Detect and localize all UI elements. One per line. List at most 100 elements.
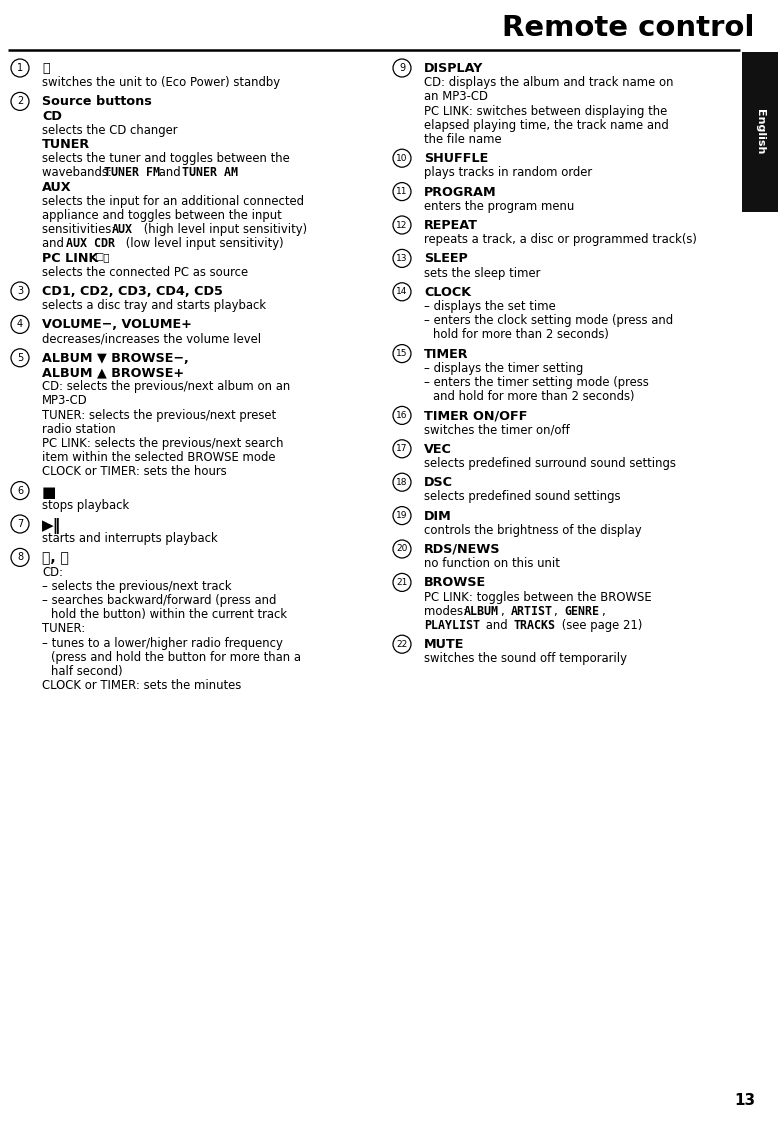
Text: CD: selects the previous/next album on an: CD: selects the previous/next album on a…	[42, 380, 290, 394]
Text: PC LINK: switches between displaying the: PC LINK: switches between displaying the	[424, 105, 668, 118]
Text: selects the tuner and toggles between the: selects the tuner and toggles between th…	[42, 152, 289, 165]
Text: item within the selected BROWSE mode: item within the selected BROWSE mode	[42, 451, 275, 465]
Text: AUX: AUX	[112, 223, 133, 236]
Text: ⏻: ⏻	[42, 62, 50, 75]
Text: – enters the clock setting mode (press and: – enters the clock setting mode (press a…	[424, 314, 673, 327]
Text: (low level input sensitivity): (low level input sensitivity)	[122, 237, 284, 251]
Text: VEC: VEC	[424, 443, 452, 456]
Text: CLOCK: CLOCK	[424, 286, 471, 299]
Text: switches the unit to (Eco Power) standby: switches the unit to (Eco Power) standby	[42, 76, 280, 89]
Text: English: English	[755, 109, 765, 154]
Text: no function on this unit: no function on this unit	[424, 557, 560, 570]
Text: enters the program menu: enters the program menu	[424, 200, 574, 213]
Text: 4: 4	[17, 319, 23, 330]
Text: – searches backward/forward (press and: – searches backward/forward (press and	[42, 594, 276, 608]
Text: hold for more than 2 seconds): hold for more than 2 seconds)	[433, 328, 609, 341]
Text: ⏮, ⏭: ⏮, ⏭	[42, 551, 69, 566]
Text: hold the button) within the current track: hold the button) within the current trac…	[51, 609, 287, 621]
Text: 18: 18	[396, 478, 408, 487]
Text: PC LINK: selects the previous/next search: PC LINK: selects the previous/next searc…	[42, 436, 283, 450]
Text: PC LINK: PC LINK	[42, 252, 98, 264]
Text: BROWSE: BROWSE	[424, 576, 486, 590]
Text: selects predefined surround sound settings: selects predefined surround sound settin…	[424, 457, 676, 470]
Text: ☐⧖: ☐⧖	[94, 253, 110, 263]
Text: and: and	[482, 619, 511, 632]
Text: 6: 6	[17, 486, 23, 496]
Text: ,: ,	[554, 605, 562, 618]
Text: radio station: radio station	[42, 423, 116, 435]
Text: SHUFFLE: SHUFFLE	[424, 152, 489, 165]
Text: 8: 8	[17, 552, 23, 562]
Text: CD1, CD2, CD3, CD4, CD5: CD1, CD2, CD3, CD4, CD5	[42, 285, 223, 298]
Text: 19: 19	[396, 511, 408, 520]
Text: VOLUME−, VOLUME+: VOLUME−, VOLUME+	[42, 318, 192, 332]
Text: (press and hold the button for more than a: (press and hold the button for more than…	[51, 650, 301, 664]
Text: Remote control: Remote control	[503, 14, 755, 42]
Text: ALBUM ▼ BROWSE−,: ALBUM ▼ BROWSE−,	[42, 352, 189, 364]
Text: controls the brightness of the display: controls the brightness of the display	[424, 524, 642, 537]
Text: the file name: the file name	[424, 133, 502, 146]
Text: (high level input sensitivity): (high level input sensitivity)	[140, 223, 307, 236]
Text: 9: 9	[399, 63, 405, 73]
Text: switches the sound off temporarily: switches the sound off temporarily	[424, 652, 627, 665]
Text: (see page 21): (see page 21)	[558, 619, 643, 632]
Text: – displays the timer setting: – displays the timer setting	[424, 362, 584, 375]
Text: an MP3-CD: an MP3-CD	[424, 90, 488, 104]
Text: TUNER: selects the previous/next preset: TUNER: selects the previous/next preset	[42, 408, 276, 422]
Text: 17: 17	[396, 444, 408, 453]
Text: ,: ,	[601, 605, 605, 618]
Text: CD:: CD:	[42, 566, 63, 578]
Text: switches the timer on/off: switches the timer on/off	[424, 424, 569, 436]
Text: 11: 11	[396, 187, 408, 196]
Text: PLAYLIST: PLAYLIST	[424, 619, 480, 632]
Text: – tunes to a lower/higher radio frequency: – tunes to a lower/higher radio frequenc…	[42, 637, 283, 649]
Text: 13: 13	[396, 254, 408, 263]
Text: appliance and toggles between the input: appliance and toggles between the input	[42, 209, 282, 222]
Text: 5: 5	[17, 353, 23, 362]
Text: 12: 12	[396, 220, 408, 229]
Text: 10: 10	[396, 154, 408, 163]
Text: DIM: DIM	[424, 510, 452, 523]
Text: CLOCK or TIMER: sets the minutes: CLOCK or TIMER: sets the minutes	[42, 680, 241, 692]
Text: elapsed playing time, the track name and: elapsed playing time, the track name and	[424, 119, 669, 132]
Text: – selects the previous/next track: – selects the previous/next track	[42, 579, 232, 593]
Text: TUNER:: TUNER:	[42, 622, 86, 636]
Text: stops playback: stops playback	[42, 498, 129, 512]
Text: wavebands:: wavebands:	[42, 166, 116, 179]
Text: 14: 14	[396, 287, 408, 296]
Text: CD: displays the album and track name on: CD: displays the album and track name on	[424, 76, 674, 89]
Text: TIMER: TIMER	[424, 348, 468, 361]
Text: MP3-CD: MP3-CD	[42, 395, 88, 407]
Text: selects the connected PC as source: selects the connected PC as source	[42, 266, 248, 279]
Text: ARTIST: ARTIST	[511, 605, 553, 618]
Text: sets the sleep timer: sets the sleep timer	[424, 267, 541, 280]
Text: plays tracks in random order: plays tracks in random order	[424, 166, 592, 179]
Text: AUX CDR: AUX CDR	[66, 237, 115, 251]
Text: CD: CD	[42, 109, 62, 123]
Text: DISPLAY: DISPLAY	[424, 62, 483, 75]
Text: 13: 13	[734, 1094, 755, 1108]
Text: AUX: AUX	[42, 181, 72, 193]
Text: and hold for more than 2 seconds): and hold for more than 2 seconds)	[433, 390, 635, 403]
Text: SLEEP: SLEEP	[424, 252, 468, 266]
Text: 7: 7	[17, 519, 23, 529]
Text: TUNER FM: TUNER FM	[104, 166, 160, 179]
Text: ALBUM ▲ BROWSE+: ALBUM ▲ BROWSE+	[42, 366, 184, 379]
Text: and: and	[42, 237, 68, 251]
Text: DSC: DSC	[424, 476, 453, 489]
Text: GENRE: GENRE	[564, 605, 599, 618]
Text: – displays the set time: – displays the set time	[424, 300, 555, 313]
Text: REPEAT: REPEAT	[424, 219, 478, 232]
Text: CLOCK or TIMER: sets the hours: CLOCK or TIMER: sets the hours	[42, 466, 226, 478]
Text: half second): half second)	[51, 665, 123, 678]
Text: 21: 21	[396, 578, 408, 587]
Text: RDS/NEWS: RDS/NEWS	[424, 543, 500, 556]
Text: sensitivities:: sensitivities:	[42, 223, 119, 236]
Text: repeats a track, a disc or programmed track(s): repeats a track, a disc or programmed tr…	[424, 233, 697, 246]
Text: TRACKS: TRACKS	[514, 619, 556, 632]
Text: ,: ,	[501, 605, 509, 618]
Text: starts and interrupts playback: starts and interrupts playback	[42, 532, 218, 546]
Text: 3: 3	[17, 286, 23, 296]
Text: TIMER ON/OFF: TIMER ON/OFF	[424, 410, 527, 422]
Text: ■: ■	[42, 485, 56, 500]
